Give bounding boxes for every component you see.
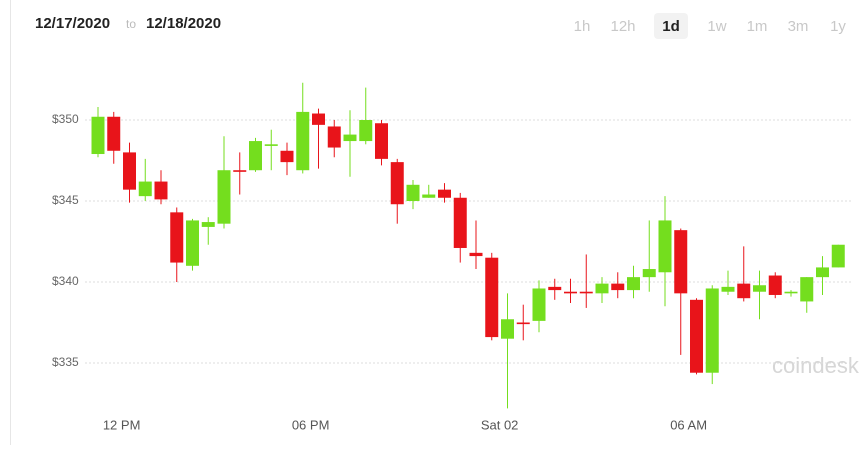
candle-body bbox=[217, 170, 231, 224]
range-button[interactable]: 1d bbox=[662, 18, 680, 35]
candle-body bbox=[753, 285, 766, 292]
x-tick-label: 06 PM bbox=[292, 417, 330, 432]
candle-body bbox=[595, 283, 609, 294]
candle-body bbox=[422, 194, 436, 198]
candle-body bbox=[564, 291, 577, 294]
candle-body bbox=[359, 120, 373, 142]
x-tick-label: Sat 02 bbox=[481, 417, 519, 432]
candle-body bbox=[611, 283, 625, 291]
candle-body bbox=[800, 277, 814, 302]
candle-body bbox=[816, 267, 829, 278]
candle-body bbox=[516, 322, 530, 325]
candle-body bbox=[123, 152, 136, 190]
range-button[interactable]: 1m bbox=[747, 18, 768, 35]
candle-body bbox=[343, 134, 357, 142]
y-tick-label: $335 bbox=[52, 355, 79, 369]
candle-body bbox=[280, 150, 294, 163]
y-tick-label: $340 bbox=[52, 274, 79, 288]
candle-body bbox=[690, 299, 703, 373]
candle-body bbox=[784, 291, 798, 294]
candle-body bbox=[249, 141, 262, 171]
watermark: coindesk bbox=[772, 353, 860, 378]
candle-body bbox=[312, 113, 325, 125]
date-separator: to bbox=[126, 17, 136, 31]
candle-body bbox=[406, 184, 420, 201]
range-button[interactable]: 3m bbox=[788, 18, 809, 35]
candle-body bbox=[831, 244, 845, 268]
candle-body bbox=[532, 288, 546, 321]
candle-body bbox=[138, 181, 152, 197]
y-tick-label: $350 bbox=[52, 112, 79, 126]
candle-body bbox=[627, 277, 640, 291]
date-from: 12/17/2020 bbox=[35, 15, 110, 32]
candle-body bbox=[390, 162, 404, 205]
candle-body bbox=[154, 181, 168, 200]
candle-body bbox=[201, 222, 215, 227]
candle-body bbox=[674, 230, 688, 294]
candle-body bbox=[501, 319, 514, 339]
x-tick-label: 12 PM bbox=[103, 417, 141, 432]
range-button[interactable]: 1w bbox=[707, 18, 726, 35]
x-tick-label: 06 AM bbox=[670, 417, 707, 432]
candle-body bbox=[579, 291, 593, 294]
candle-body bbox=[485, 257, 499, 338]
candle-body bbox=[721, 286, 735, 292]
candle-body bbox=[91, 116, 105, 155]
candle-body bbox=[642, 269, 656, 278]
range-button[interactable]: 12h bbox=[610, 18, 635, 35]
range-button[interactable]: 1h bbox=[574, 18, 591, 35]
candle-body bbox=[233, 170, 247, 172]
range-selected-bg bbox=[654, 13, 688, 39]
date-until: 12/18/2020 bbox=[146, 15, 221, 32]
candle-body bbox=[737, 283, 751, 299]
candle-body bbox=[453, 197, 467, 248]
candle-body bbox=[548, 286, 562, 291]
candle-body bbox=[768, 275, 782, 295]
candle-body bbox=[107, 116, 121, 151]
candle-body bbox=[170, 212, 184, 263]
candle-body bbox=[327, 126, 341, 148]
range-button[interactable]: 1y bbox=[830, 18, 846, 35]
candle-body bbox=[296, 111, 310, 171]
y-tick-label: $345 bbox=[52, 193, 79, 207]
candle-body bbox=[658, 220, 672, 273]
candle-body bbox=[469, 252, 483, 257]
candle-body bbox=[264, 144, 278, 146]
candle-body bbox=[438, 189, 451, 198]
candle-body bbox=[186, 220, 199, 266]
candle-body bbox=[375, 123, 388, 159]
candle-body bbox=[705, 288, 719, 373]
